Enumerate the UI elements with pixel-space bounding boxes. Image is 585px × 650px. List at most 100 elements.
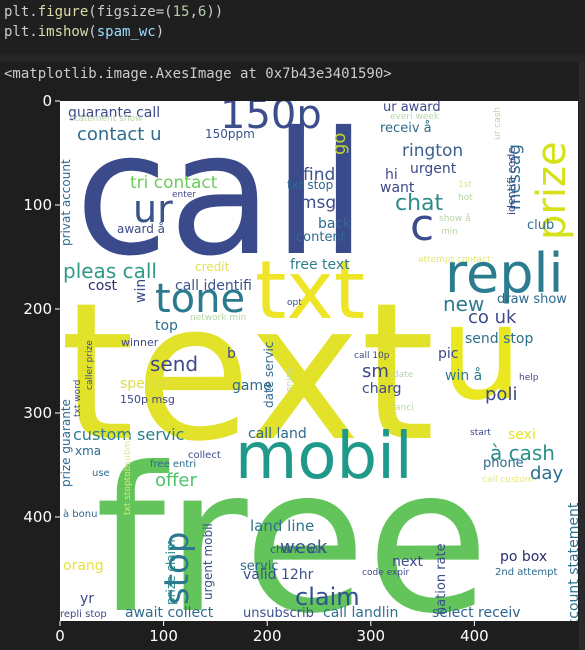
word--bonu: à bonu [63,508,97,520]
word-2nd-attempt: 2nd attempt [495,567,557,578]
word-win-: win å [445,367,482,384]
cell-separator [0,54,585,62]
word-yr: yr [80,591,94,607]
word-urgent-mobil: urgent mobil [201,523,215,600]
word-prize-claim: prize claim [164,539,178,605]
word-attempt-contact: attempt contact [418,255,491,265]
word-ur: ur [133,187,173,231]
word-sexi: sexi [508,427,536,443]
word-ur-award: ur award [383,100,441,115]
word-enjoy: enjoy [285,367,295,392]
x-tick-label: 0 [55,627,65,645]
code-cell[interactable]: plt.figure(figsize=(15,6)) plt.imshow(sp… [0,0,585,54]
word-award-: award å [117,222,165,236]
word-xma: xma [75,444,101,458]
wordcloud-background [60,101,578,621]
word-help: help [519,373,539,383]
y-tick-label: 400 [23,508,52,526]
word-u: u [440,277,522,429]
output-scrollbar[interactable] [579,62,585,650]
word-stop: stop [157,532,197,605]
word-150p-msg: 150p msg [120,393,175,406]
word-contact-u: contact u [77,124,162,145]
word-prize: prize [529,141,575,240]
word-call-landlin: call landlin [323,605,398,621]
word-nation-rate: nation rate [434,543,449,615]
word-account-statement: account statement [566,502,582,635]
word--cash: à cash [490,441,555,465]
word-call-identifi: call identifi [175,278,252,294]
x-tick-label: 200 [253,627,282,645]
word-everi-week: everi week [390,112,440,122]
word-call-10p: call 10p [354,351,390,361]
word-urgent: urgent [410,161,457,177]
word-caller-prize: caller prize [85,340,95,390]
word-claim: claim [295,583,360,611]
word-privat-account: privat account [59,159,73,246]
word-day: day [530,463,563,484]
word-call-land: call land [248,426,307,442]
word-free-text: free text [290,257,350,273]
word-text: text [60,262,435,483]
x-tick-label: 400 [460,627,489,645]
word-custom-servic: custom servic [73,425,184,444]
output-repr: <matplotlib.image.AxesImage at 0x7b43e34… [4,66,392,82]
word-code-expir: code expir [362,568,409,578]
word-start: start [470,428,491,438]
word-top: top [155,318,178,334]
word-min: min [441,227,458,237]
word-mobil: mobil [235,420,413,494]
word-go: go [329,133,350,155]
word-guarante-call: guarante call [68,105,160,121]
word-fanci: fanci [392,403,414,413]
word-cost: cost [88,278,118,294]
word-hi: hi [385,167,398,183]
word-valid-12hr: valid 12hr [243,567,314,583]
word-rington: rington [402,141,463,161]
word-next: next [392,554,424,570]
word-1st: 1st [458,180,472,190]
word-special: special [120,376,169,392]
y-tick-label: 300 [23,404,52,422]
word-repli: repli [445,242,564,305]
word-sm: sm [362,361,389,382]
word-b: b [227,346,236,362]
word-150p: 150p [220,92,322,138]
word-orang: orang [63,558,104,574]
code-line-figure: plt.figure(figsize=(15,6)) [4,4,224,20]
word-call: call [75,96,367,294]
word-receiv-: receiv å [380,121,432,136]
y-tick-label: 100 [23,196,52,214]
x-tick-label: 100 [149,627,178,645]
word-select-receiv: select receiv [432,605,521,621]
y-tick-label: 0 [42,92,52,110]
word-find: find [303,165,335,185]
word-phone: phone [483,456,524,471]
word-150ppm: 150ppm [205,127,255,141]
word-txt-stop: txt stop [287,178,333,192]
word-back: back [318,216,352,232]
word-chanc-win: chanc win [270,543,325,556]
word-land-line: land line [250,517,314,535]
word-repli-stop: repli stop [60,609,107,620]
word-prize-guarante: prize guarante [59,399,73,487]
word-po-box: po box [500,549,547,565]
axes-ticks: 0 100 200 300 400 0 100 200 300 400 [23,92,488,645]
word-txt-stoptobsubmit: txt stoptobsubmit [123,434,133,515]
word-unsubscrib: unsubscrib [243,606,314,621]
word-pic: pic [438,346,458,362]
word-credit: credit [195,260,230,274]
word-show-: show å [439,213,471,224]
word-content: content [296,230,346,245]
word-pleas-call: pleas call [63,259,157,283]
word-await-collect: await collect [125,605,214,621]
word-ur-cash: ur cash [493,107,503,140]
word-chat: chat [395,191,444,216]
word-date: date [393,370,414,380]
word-opt: opt [287,298,302,308]
word-servic: servic [240,559,279,574]
code-line-imshow: plt.imshow(spam_wc) [4,24,165,40]
word-free-entri: free entri [150,459,196,470]
word-network-min: network min [190,313,246,323]
